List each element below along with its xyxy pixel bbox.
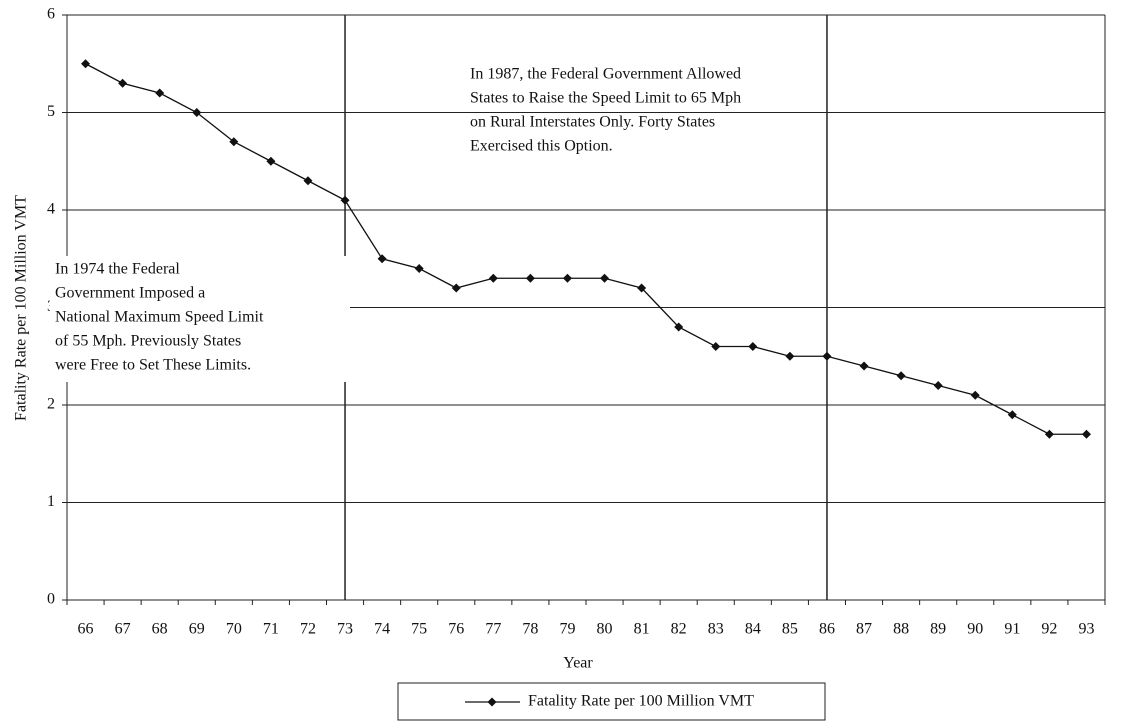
- data-point: [822, 351, 832, 361]
- data-point: [81, 59, 91, 69]
- legend-label: Fatality Rate per 100 Million VMT: [528, 693, 754, 710]
- y-axis-label: Fatality Rate per 100 Million VMT: [13, 195, 30, 421]
- x-tick-label: 86: [819, 621, 835, 638]
- x-tick-label: 66: [78, 621, 94, 638]
- annotation-text: were Free to Set These Limits.: [55, 357, 251, 374]
- x-tick-label: 68: [152, 621, 168, 638]
- annotation-text: States to Raise the Speed Limit to 65 Mp…: [470, 90, 741, 107]
- data-point: [192, 108, 202, 117]
- x-tick-label: 74: [374, 621, 390, 638]
- x-tick-label: 77: [485, 621, 501, 638]
- x-tick-label: 85: [782, 621, 798, 638]
- x-tick-label: 75: [411, 621, 427, 638]
- x-tick-label: 93: [1078, 621, 1094, 638]
- x-tick-label: 90: [967, 621, 983, 638]
- data-point: [266, 156, 276, 166]
- annotation-text: In 1974 the Federal: [55, 261, 180, 278]
- data-point: [451, 283, 461, 293]
- x-tick-label: 88: [893, 621, 909, 638]
- data-point: [488, 273, 498, 283]
- x-tick-label: 70: [226, 621, 242, 638]
- data-point: [600, 273, 610, 283]
- y-tick-label: 4: [47, 201, 55, 218]
- annotation-text: of 55 Mph. Previously States: [55, 333, 241, 350]
- y-tick-label: 6: [47, 6, 55, 23]
- x-tick-label: 84: [745, 621, 761, 638]
- x-tick-label: 82: [671, 621, 687, 638]
- x-tick-label: 72: [300, 621, 316, 638]
- data-point: [1007, 410, 1017, 420]
- data-point: [118, 78, 128, 88]
- x-tick-label: 78: [522, 621, 538, 638]
- data-point: [525, 273, 535, 283]
- x-tick-label: 71: [263, 621, 279, 638]
- annotation-text: Government Imposed a: [55, 285, 205, 302]
- data-point: [748, 342, 758, 351]
- annotation-text: In 1987, the Federal Government Allowed: [470, 66, 741, 83]
- data-point: [674, 322, 684, 332]
- data-point: [933, 381, 943, 390]
- x-axis-label: Year: [563, 655, 593, 672]
- x-tick-label: 91: [1004, 621, 1020, 638]
- data-point: [896, 371, 906, 381]
- annotation-text: on Rural Interstates Only. Forty States: [470, 114, 715, 131]
- x-tick-label: 87: [856, 621, 872, 638]
- annotation-text: National Maximum Speed Limit: [55, 309, 264, 326]
- data-point: [229, 137, 239, 147]
- data-point: [1044, 429, 1054, 439]
- data-point: [859, 361, 869, 371]
- x-tick-label: 79: [559, 621, 575, 638]
- data-point: [155, 88, 165, 98]
- x-tick-label: 83: [708, 621, 724, 638]
- x-tick-label: 92: [1041, 621, 1057, 638]
- x-tick-label: 76: [448, 621, 464, 638]
- x-tick-label: 89: [930, 621, 946, 638]
- data-point: [711, 342, 721, 351]
- y-tick-label: 5: [47, 103, 55, 120]
- data-point: [414, 264, 424, 273]
- data-point: [303, 176, 313, 186]
- data-point: [637, 283, 647, 293]
- y-tick-label: 1: [47, 493, 55, 510]
- legend-marker: [487, 697, 497, 707]
- data-point: [377, 254, 387, 264]
- annotation-bg: [50, 256, 350, 382]
- annotation-text: Exercised this Option.: [470, 138, 613, 155]
- x-tick-label: 69: [189, 621, 205, 638]
- data-point: [1081, 429, 1091, 439]
- x-tick-label: 73: [337, 621, 353, 638]
- series-line: [85, 63, 1087, 435]
- y-tick-label: 2: [47, 396, 55, 413]
- y-tick-label: 0: [47, 591, 55, 608]
- data-point: [785, 351, 795, 361]
- x-tick-label: 81: [634, 621, 650, 638]
- data-point: [340, 195, 350, 205]
- x-tick-label: 67: [115, 621, 131, 638]
- data-point: [562, 273, 572, 283]
- data-point: [970, 390, 980, 400]
- x-tick-label: 80: [597, 621, 613, 638]
